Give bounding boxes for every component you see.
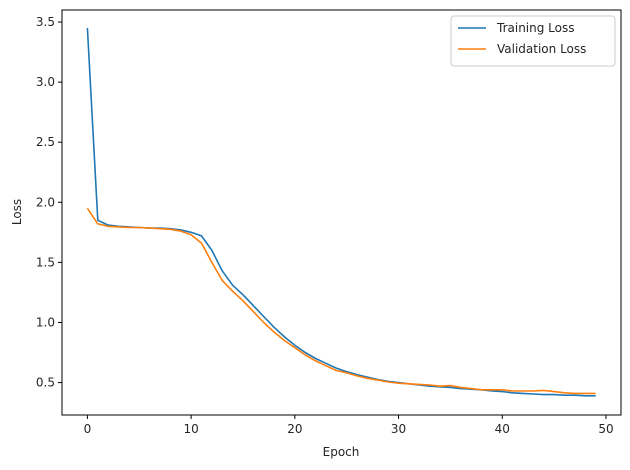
y-tick-label: 2.0 (36, 195, 55, 209)
y-tick-label: 1.5 (36, 255, 55, 269)
validation-loss-line (86, 207, 596, 395)
legend-box (450, 15, 616, 67)
plot-frame (61, 9, 622, 416)
y-tick-label: 3.0 (36, 75, 55, 89)
y-axis-label: Loss (10, 199, 24, 225)
y-tick-label: 0.5 (36, 376, 55, 390)
legend-label-validation: Validation Loss (497, 42, 586, 56)
y-axis: 0.5 1.0 1.5 2.0 2.5 3.0 3.5 (36, 15, 62, 390)
plot-lines (86, 27, 596, 397)
x-axis-label: Epoch (323, 445, 360, 459)
x-tick-label: 10 (183, 422, 198, 436)
x-tick-label: 20 (287, 422, 302, 436)
x-tick-label: 30 (391, 422, 406, 436)
y-tick-label: 2.5 (36, 135, 55, 149)
x-axis: 0 10 20 30 40 50 (84, 415, 614, 436)
y-tick-label: 3.5 (36, 15, 55, 29)
y-tick-label: 1.0 (36, 315, 55, 329)
x-tick-label: 50 (598, 422, 613, 436)
x-tick-label: 0 (84, 422, 92, 436)
legend: Training Loss Validation Loss (450, 15, 616, 67)
legend-label-training: Training Loss (496, 21, 574, 35)
x-tick-label: 40 (495, 422, 510, 436)
